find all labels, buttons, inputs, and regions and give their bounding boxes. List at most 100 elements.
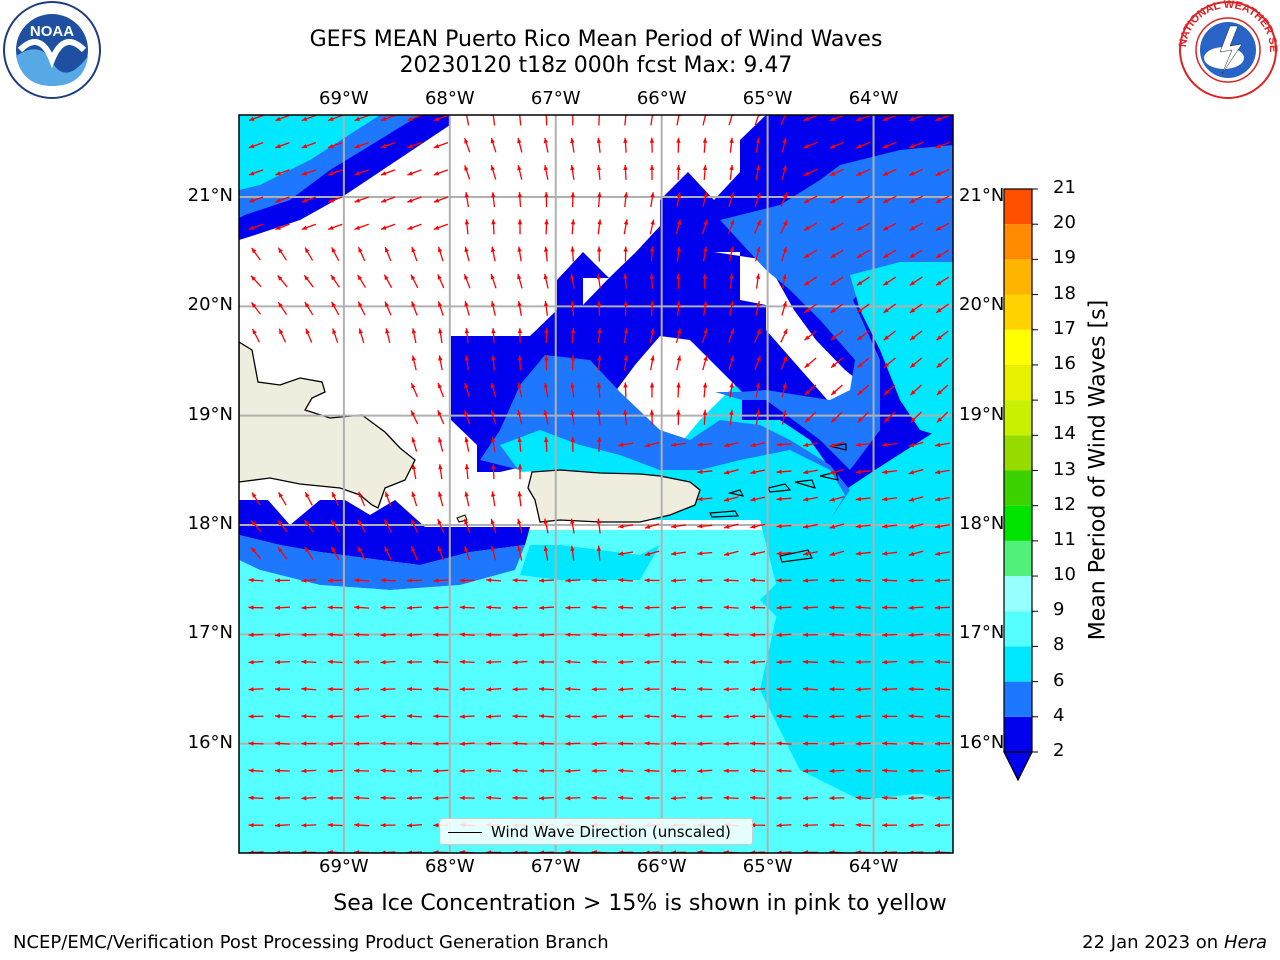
arrow-head xyxy=(644,524,651,529)
arrow-head xyxy=(411,437,416,443)
wave-direction-arrow xyxy=(490,300,496,316)
wave-direction-arrow xyxy=(909,222,923,231)
arrow-head xyxy=(776,523,782,529)
wave-direction-arrow xyxy=(327,169,343,176)
arrow-head xyxy=(934,578,941,583)
arrow-head xyxy=(486,659,492,665)
wave-direction-arrow xyxy=(776,469,792,474)
arrow-head xyxy=(856,144,862,149)
arrow-head xyxy=(570,273,575,280)
arrow-head xyxy=(882,659,888,665)
arrow-head xyxy=(908,524,915,529)
arrow-head xyxy=(882,714,888,719)
lon-label-top: 68°W xyxy=(424,88,475,109)
wave-direction-arrow xyxy=(855,714,871,719)
arrow-head xyxy=(910,362,916,368)
arrow-head xyxy=(597,355,602,361)
arrow-head xyxy=(776,823,782,828)
arrow-head xyxy=(805,417,811,423)
wave-direction-arrow xyxy=(702,192,708,208)
colorbar-tick-label: 20 xyxy=(1053,212,1076,234)
arrow-head xyxy=(702,137,708,143)
arrow-head xyxy=(884,390,890,396)
wave-direction-arrow xyxy=(856,222,871,231)
arrow-head xyxy=(354,578,360,583)
wave-direction-arrow xyxy=(433,578,449,583)
arrow-head xyxy=(697,714,703,719)
wave-direction-arrow xyxy=(857,411,870,423)
lon-label-bottom: 67°W xyxy=(530,856,581,877)
arrow-head xyxy=(935,253,942,258)
wave-direction-arrow xyxy=(248,714,264,719)
arrow-head xyxy=(776,551,782,556)
arrow-head xyxy=(354,116,361,121)
wave-direction-arrow xyxy=(776,741,792,746)
colorbar-segments xyxy=(1004,189,1032,752)
arrow-head xyxy=(776,605,782,610)
wave-direction-arrow xyxy=(776,714,792,719)
wave-direction-arrow xyxy=(538,686,554,692)
wave-direction-arrow xyxy=(623,273,628,289)
arrow-head xyxy=(703,246,708,252)
arrow-head xyxy=(776,741,782,746)
wave-direction-arrow xyxy=(623,137,628,153)
arrow-head xyxy=(464,246,469,253)
wave-direction-arrow xyxy=(384,546,392,561)
arrow-head xyxy=(464,192,469,198)
arrow-head xyxy=(649,273,655,279)
wave-direction-arrow xyxy=(565,795,581,801)
arrow-head xyxy=(591,605,597,610)
arrow-head xyxy=(830,253,836,258)
arrow-head xyxy=(591,714,597,719)
wave-direction-arrow xyxy=(433,605,449,610)
legend-line-swatch xyxy=(448,832,482,833)
wave-direction-arrow xyxy=(909,303,923,314)
wave-direction-arrow xyxy=(327,632,343,637)
colorbar-tick-label: 12 xyxy=(1053,493,1076,515)
arrow-head xyxy=(332,491,337,498)
arrow-head xyxy=(723,768,729,774)
wave-direction-arrow xyxy=(380,632,396,638)
arrow-head xyxy=(301,714,307,719)
arrow-head xyxy=(697,686,703,692)
wave-direction-arrow xyxy=(354,196,369,203)
wave-direction-arrow xyxy=(750,687,766,692)
wave-direction-arrow xyxy=(701,328,708,343)
wave-direction-arrow xyxy=(670,768,686,774)
arrow-head xyxy=(512,632,518,638)
wave-direction-arrow xyxy=(649,246,655,262)
arrow-head xyxy=(437,546,442,552)
wave-direction-arrow xyxy=(433,795,449,801)
arrow-head xyxy=(623,300,628,306)
wave-direction-arrow xyxy=(750,605,766,610)
wave-direction-arrow xyxy=(491,491,496,507)
arrow-head xyxy=(248,795,254,801)
wave-direction-arrow xyxy=(358,491,366,506)
arrow-head xyxy=(908,795,914,801)
wave-direction-arrow xyxy=(776,659,792,665)
wave-direction-arrow xyxy=(776,823,792,828)
wave-direction-arrow xyxy=(882,141,897,149)
arrow-head xyxy=(776,714,782,719)
arrow-head xyxy=(248,605,254,610)
period-2-region-south xyxy=(239,500,530,565)
wave-direction-arrow xyxy=(433,223,449,230)
wave-direction-arrow xyxy=(934,795,950,801)
wave-direction-arrow xyxy=(331,247,340,261)
arrow-head xyxy=(459,768,465,774)
arrow-head xyxy=(697,768,703,774)
wave-direction-arrow xyxy=(882,578,898,583)
wave-direction-arrow xyxy=(301,142,317,149)
wave-direction-arrow xyxy=(544,355,549,371)
arrow-head xyxy=(909,144,915,149)
wave-direction-arrow xyxy=(570,192,576,208)
wave-direction-arrow xyxy=(301,795,317,801)
wave-direction-arrow xyxy=(934,469,950,475)
arrow-head xyxy=(406,578,412,583)
arrow-head xyxy=(328,198,334,203)
wave-direction-arrow xyxy=(327,659,343,665)
wave-direction-arrow xyxy=(649,273,655,289)
wave-direction-arrow xyxy=(538,741,554,746)
wave-direction-arrow xyxy=(780,355,788,370)
wave-direction-arrow xyxy=(618,551,634,556)
